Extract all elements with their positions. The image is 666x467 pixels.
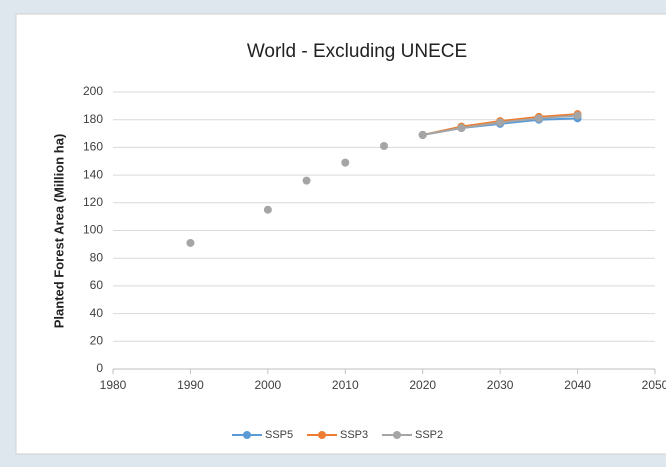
- legend-label: SSP3: [340, 429, 368, 441]
- legend-marker: [318, 431, 326, 439]
- x-tick-label: 2040: [564, 378, 591, 392]
- data-point: [263, 205, 272, 214]
- data-point: [534, 114, 543, 123]
- data-point: [418, 130, 427, 139]
- data-point: [302, 176, 311, 185]
- data-point: [380, 142, 388, 151]
- y-tick-label: 0: [96, 361, 103, 375]
- y-tick-label: 200: [83, 84, 103, 98]
- x-tick-label: 2010: [332, 378, 359, 392]
- x-tick-label: 2020: [409, 378, 436, 392]
- legend-marker: [243, 431, 251, 439]
- y-tick-label: 120: [83, 195, 103, 209]
- x-tick-label: 1990: [177, 378, 204, 392]
- y-tick-label: 40: [90, 306, 104, 320]
- data-point: [496, 118, 505, 127]
- legend-label: SSP5: [265, 429, 293, 441]
- y-tick-label: 160: [83, 140, 103, 154]
- y-tick-label: 60: [90, 278, 104, 292]
- x-tick-label: 1980: [100, 378, 127, 392]
- chart-area: [15, 13, 666, 455]
- data-point: [186, 238, 195, 247]
- y-tick-label: 20: [90, 333, 104, 347]
- x-tick-label: 2000: [255, 378, 282, 392]
- legend-label: SSP2: [415, 429, 443, 441]
- data-point: [341, 158, 350, 167]
- data-point: [457, 124, 466, 133]
- y-tick-label: 100: [83, 223, 103, 237]
- y-axis-label: Planted Forest Area (Million ha): [51, 134, 66, 329]
- x-tick-label: 2030: [487, 378, 514, 392]
- y-tick-label: 140: [83, 167, 103, 181]
- chart-title: World - Excluding UNECE: [247, 41, 467, 62]
- x-tick-label: 2050: [642, 378, 666, 392]
- y-tick-label: 180: [83, 112, 103, 126]
- legend-marker: [393, 431, 401, 439]
- y-tick-label: 80: [90, 250, 104, 264]
- data-point: [573, 111, 582, 120]
